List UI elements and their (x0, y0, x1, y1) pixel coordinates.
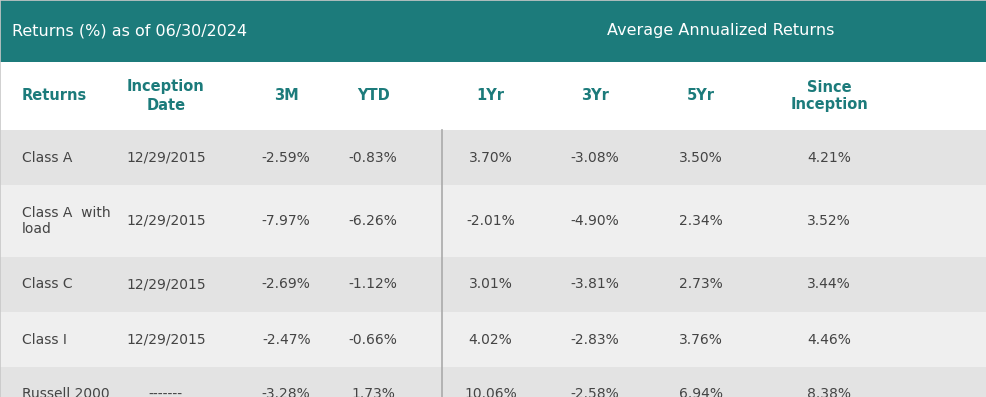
Text: 5Yr: 5Yr (686, 89, 714, 104)
Text: YTD: YTD (356, 89, 389, 104)
Text: 2.73%: 2.73% (678, 278, 722, 291)
Text: -2.47%: -2.47% (261, 333, 311, 347)
Text: 1.73%: 1.73% (351, 387, 394, 397)
Text: 12/29/2015: 12/29/2015 (126, 333, 205, 347)
Text: Inception
Date: Inception Date (127, 79, 204, 112)
Text: -2.59%: -2.59% (261, 150, 311, 164)
Text: 10.06%: 10.06% (463, 387, 517, 397)
Text: 12/29/2015: 12/29/2015 (126, 150, 205, 164)
Text: Class A  with
load: Class A with load (22, 206, 110, 236)
Text: 3.44%: 3.44% (807, 278, 850, 291)
Text: 4.46%: 4.46% (807, 333, 850, 347)
Text: -2.69%: -2.69% (261, 278, 311, 291)
Text: -0.83%: -0.83% (348, 150, 397, 164)
Text: Class A: Class A (22, 150, 72, 164)
Text: 3.76%: 3.76% (678, 333, 722, 347)
Text: 3.01%: 3.01% (468, 278, 512, 291)
Text: -0.66%: -0.66% (348, 333, 397, 347)
Text: -3.08%: -3.08% (570, 150, 619, 164)
Text: -2.58%: -2.58% (570, 387, 619, 397)
Text: 4.21%: 4.21% (807, 150, 850, 164)
Text: Average Annualized Returns: Average Annualized Returns (606, 23, 833, 39)
Text: Russell 2000: Russell 2000 (22, 387, 109, 397)
Text: -------: ------- (149, 387, 182, 397)
Text: 3.50%: 3.50% (678, 150, 722, 164)
Bar (0, 130, 986, 185)
Text: Since
Inception: Since Inception (790, 79, 867, 112)
Text: Class I: Class I (22, 333, 66, 347)
Text: Returns (%) as of 06/30/2024: Returns (%) as of 06/30/2024 (12, 23, 246, 39)
Text: 12/29/2015: 12/29/2015 (126, 214, 205, 228)
Text: -3.28%: -3.28% (261, 387, 311, 397)
Text: -1.12%: -1.12% (348, 278, 397, 291)
Text: -3.81%: -3.81% (570, 278, 619, 291)
Bar (0, 185, 986, 257)
Bar (0, 257, 986, 312)
Text: 3Yr: 3Yr (581, 89, 608, 104)
Text: Class C: Class C (22, 278, 72, 291)
Text: 3M: 3M (273, 89, 299, 104)
Text: -2.01%: -2.01% (465, 214, 515, 228)
Text: 2.34%: 2.34% (678, 214, 722, 228)
Bar (0, 0, 986, 62)
Text: Returns: Returns (22, 89, 87, 104)
Text: 3.52%: 3.52% (807, 214, 850, 228)
Text: 8.38%: 8.38% (807, 387, 850, 397)
Bar (0, 367, 986, 397)
Text: 3.70%: 3.70% (468, 150, 512, 164)
Bar (0, 62, 986, 130)
Bar (0, 312, 986, 367)
Text: 4.02%: 4.02% (468, 333, 512, 347)
Text: 12/29/2015: 12/29/2015 (126, 278, 205, 291)
Text: 1Yr: 1Yr (476, 89, 504, 104)
Text: -7.97%: -7.97% (261, 214, 311, 228)
Text: 6.94%: 6.94% (678, 387, 722, 397)
Text: -2.83%: -2.83% (570, 333, 619, 347)
Text: -6.26%: -6.26% (348, 214, 397, 228)
Text: -4.90%: -4.90% (570, 214, 619, 228)
